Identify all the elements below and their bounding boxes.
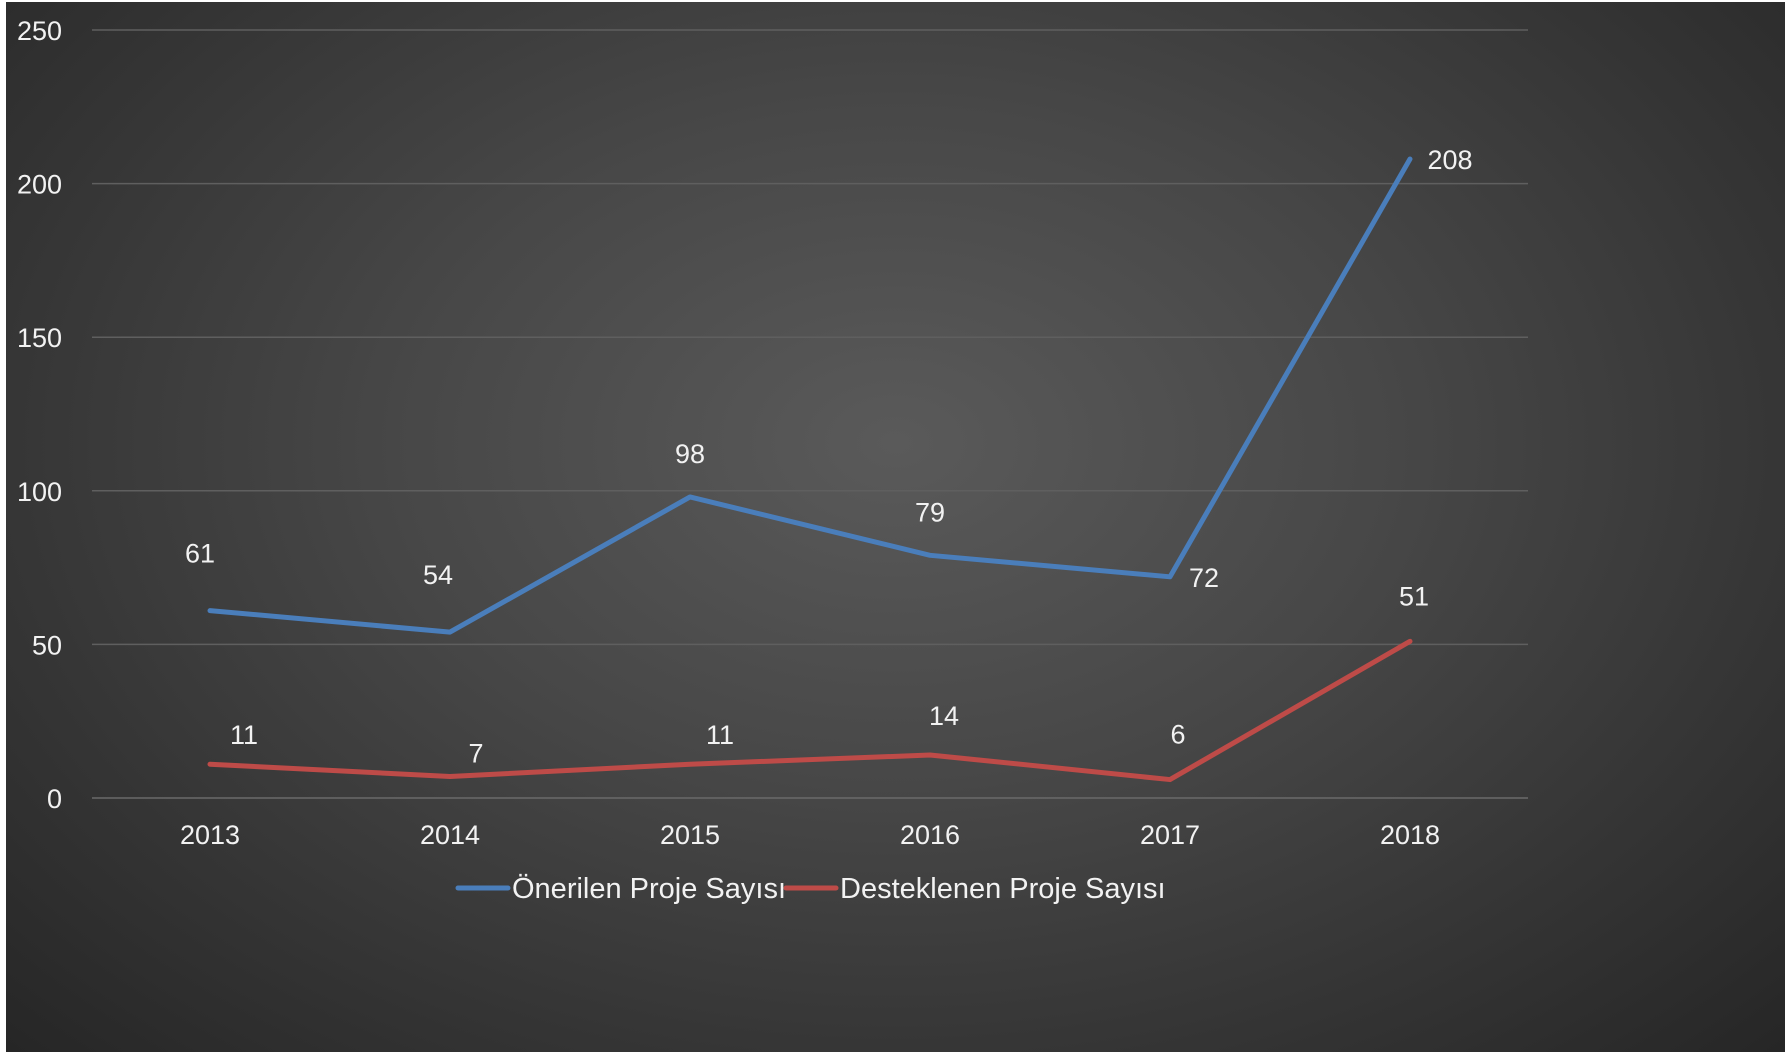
x-tick-label: 2018 (1380, 820, 1440, 850)
data-label: 208 (1427, 145, 1472, 175)
data-label: 72 (1189, 563, 1219, 593)
data-label: 7 (468, 738, 483, 768)
y-axis-tick-labels: 0 50 100 150 200 250 (17, 16, 62, 814)
x-tick-label: 2015 (660, 820, 720, 850)
data-label: 51 (1399, 581, 1429, 611)
y-tick-label: 0 (47, 784, 62, 814)
x-tick-label: 2013 (180, 820, 240, 850)
data-label: 11 (706, 720, 734, 750)
y-tick-label: 250 (17, 16, 62, 46)
series-line (207, 638, 1413, 783)
x-tick-label: 2016 (900, 820, 960, 850)
data-label: 14 (929, 701, 959, 731)
y-tick-label: 200 (17, 170, 62, 200)
series-line (207, 156, 1413, 635)
data-label: 79 (915, 497, 945, 527)
series-lines (207, 156, 1413, 783)
x-tick-label: 2014 (420, 820, 480, 850)
data-labels: 61 54 98 79 72 208 11 7 11 14 6 51 (185, 145, 1473, 768)
x-tick-label: 2017 (1140, 820, 1200, 850)
gridlines (92, 29, 1528, 799)
legend-entry: Desteklenen Proje Sayısı (840, 873, 1166, 905)
y-tick-label: 150 (17, 323, 62, 353)
chart-area: 0 50 100 150 200 250 2013 2014 2015 2016 2017 2018… (6, 2, 1785, 1052)
line-chart: 0 50 100 150 200 250 2013 2014 2015 2016 2017 2018… (17, 16, 1528, 905)
data-label: 11 (230, 720, 258, 750)
y-tick-label: 50 (32, 630, 62, 660)
legend-entry: Önerilen Proje Sayısı (512, 873, 786, 905)
legend: Önerilen Proje Sayısı Desteklenen Proje S… (455, 873, 1166, 905)
data-label: 98 (675, 439, 705, 469)
data-label: 61 (185, 539, 215, 569)
x-axis-tick-labels: 2013 2014 2015 2016 2017 2018 (180, 820, 1440, 850)
y-tick-label: 100 (17, 477, 62, 507)
data-label: 6 (1170, 720, 1185, 750)
data-label: 54 (423, 560, 453, 590)
